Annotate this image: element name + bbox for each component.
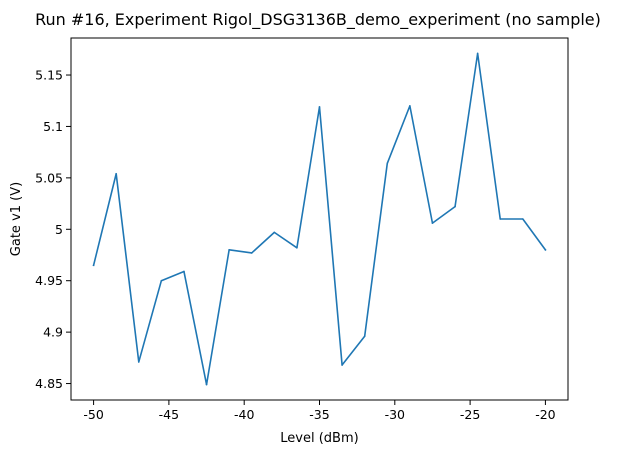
x-tick-label: -20 <box>535 407 555 422</box>
y-tick-label: 4.95 <box>35 273 63 288</box>
x-tick-label: -30 <box>385 407 405 422</box>
x-tick-label: -50 <box>83 407 103 422</box>
data-point <box>454 205 456 208</box>
data-point <box>115 172 117 175</box>
x-tick-label: -40 <box>234 407 254 422</box>
plot-series <box>92 52 547 386</box>
data-point <box>431 222 434 224</box>
data-point <box>250 252 253 254</box>
y-tick-label: 5.1 <box>43 119 63 134</box>
data-point <box>296 246 298 249</box>
chart-title: Run #16, Experiment Rigol_DSG3136B_demo_… <box>35 10 601 30</box>
data-point <box>522 218 524 220</box>
data-point <box>205 383 208 386</box>
data-point <box>228 249 230 251</box>
data-point <box>499 218 502 220</box>
data-point <box>341 364 343 366</box>
data-point <box>386 162 389 165</box>
y-axis-ticks: 4.85 4.9 4.95 5 5.05 5.1 5.15 <box>35 68 71 391</box>
y-axis-label: Gate v1 (V) <box>9 182 24 256</box>
y-tick-label: 5 <box>55 222 63 237</box>
y-tick-label: 4.9 <box>43 325 63 340</box>
data-point <box>363 335 366 338</box>
data-point <box>160 279 163 282</box>
x-axis-label: Level (dBm) <box>280 431 358 446</box>
x-tick-label: -45 <box>159 407 179 422</box>
data-point <box>92 264 95 267</box>
data-point <box>476 52 479 55</box>
plot-frame <box>70 37 569 401</box>
data-point <box>183 270 185 273</box>
data-point <box>409 105 411 107</box>
x-axis-ticks: -50 -45 -40 -35 -30 -25 -20 <box>83 400 556 422</box>
y-tick-label: 5.05 <box>35 170 63 185</box>
x-tick-label: -35 <box>309 407 329 422</box>
data-point <box>273 231 276 234</box>
data-point <box>544 249 547 251</box>
data-point <box>318 106 321 108</box>
data-point <box>137 361 140 363</box>
x-tick-label: -25 <box>460 407 480 422</box>
y-tick-label: 5.15 <box>35 68 63 83</box>
y-tick-label: 4.85 <box>35 376 63 391</box>
